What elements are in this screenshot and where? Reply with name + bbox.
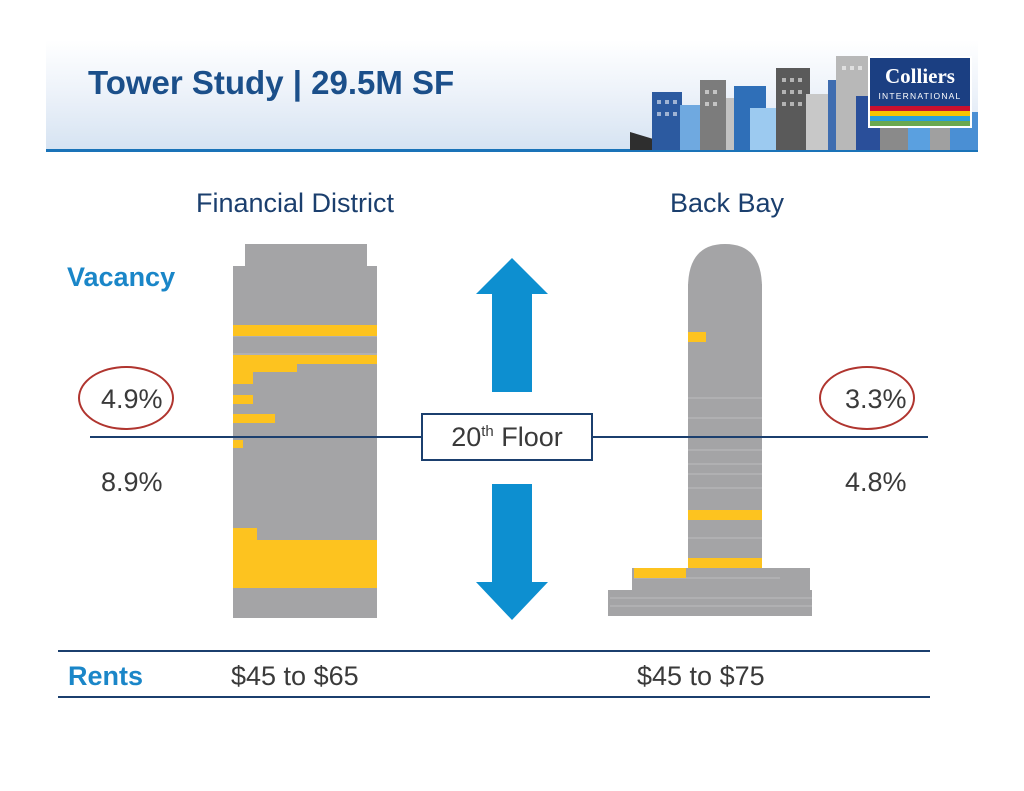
twentieth-floor-line-right <box>593 436 928 438</box>
back-bay-heading: Back Bay <box>670 188 785 218</box>
financial-rents: $45 to $65 <box>231 661 359 691</box>
logo-subtitle: INTERNATIONAL <box>878 91 962 101</box>
backbay-vacancy-above: 3.3% <box>845 384 907 414</box>
arrow-down-icon <box>476 484 548 620</box>
backbay-rents: $45 to $75 <box>637 661 765 691</box>
financial-vacancy-below: 8.9% <box>101 467 163 497</box>
floor-word: Floor <box>501 422 563 452</box>
financial-vacancy-above: 4.9% <box>101 384 163 414</box>
backbay-vacancy-below: 4.8% <box>845 467 907 497</box>
financial-district-tower <box>233 244 377 618</box>
back-bay-tower <box>608 244 812 616</box>
header-rule <box>46 149 978 152</box>
financial-district-heading: Financial District <box>196 188 395 218</box>
floor-suffix: th <box>481 423 494 440</box>
logo-stripe-blue <box>870 116 970 121</box>
financial-vacancy-highlight-circle <box>78 366 174 430</box>
rents-top-rule <box>58 650 930 652</box>
twentieth-floor-line-left <box>90 436 421 438</box>
vacancy-label: Vacancy <box>67 262 176 292</box>
page-title: Tower Study | 29.5M SF <box>88 64 455 101</box>
logo-name: Colliers <box>885 64 955 88</box>
floor-marker-text: 20th Floor <box>423 422 591 453</box>
logo-stripes <box>870 106 970 126</box>
backbay-vacancy-highlight-circle <box>819 366 915 430</box>
twentieth-floor-marker: 20th Floor <box>421 413 593 461</box>
rents-bottom-rule <box>58 696 930 698</box>
rents-label: Rents <box>68 661 144 691</box>
floor-arrows <box>476 258 548 620</box>
logo-stripe-red <box>870 106 970 111</box>
floor-number: 20 <box>451 422 482 452</box>
logo-stripe-yellow <box>870 111 970 116</box>
logo-stripe-green <box>870 121 970 126</box>
colliers-logo: Colliers INTERNATIONAL <box>868 56 972 128</box>
arrow-up-icon <box>476 258 548 392</box>
